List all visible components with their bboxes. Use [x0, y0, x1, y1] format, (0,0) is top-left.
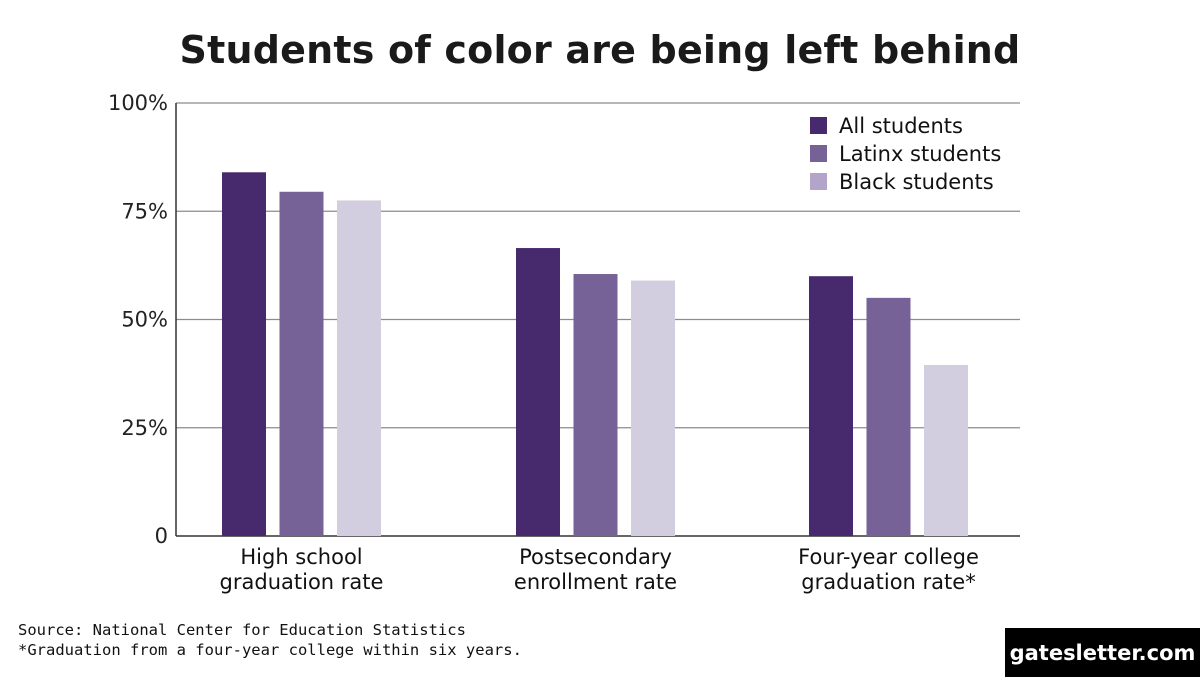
x-tick-label: High school graduation rate: [220, 545, 384, 594]
footnote: *Graduation from a four-year college wit…: [18, 641, 522, 659]
bar-black-students-0: [337, 200, 381, 537]
y-tick-label: 50%: [121, 308, 168, 332]
legend-label: All students: [839, 114, 963, 138]
chart-title: Students of color are being left behind: [179, 28, 1021, 72]
legend-swatch: [810, 145, 827, 162]
bar-all-students-0: [222, 172, 266, 536]
x-tick-label-line: Postsecondary: [519, 545, 672, 569]
y-tick-label: 100%: [108, 91, 168, 115]
bar-black-students-1: [631, 280, 675, 536]
bar-all-students-1: [516, 248, 560, 536]
legend-label: Latinx students: [839, 142, 1001, 166]
bar-black-students-2: [924, 364, 968, 536]
bar-all-students-2: [809, 276, 853, 536]
legend-label: Black students: [839, 170, 994, 194]
brand-badge[interactable]: gatesletter.com: [1005, 628, 1200, 677]
x-tick-label-line: High school: [240, 545, 362, 569]
bar-latinx-students-2: [866, 297, 911, 536]
y-tick-label: 0: [155, 524, 168, 548]
bar-latinx-students-1: [573, 274, 618, 536]
y-tick-label: 75%: [121, 199, 168, 223]
legend-swatch: [810, 117, 827, 134]
y-tick-label: 25%: [121, 416, 168, 440]
x-tick-label-line: graduation rate*: [801, 570, 975, 594]
x-tick-label-line: graduation rate: [220, 570, 384, 594]
x-tick-label-line: enrollment rate: [514, 570, 677, 594]
bar-latinx-students-0: [279, 191, 324, 536]
x-tick-label: Postsecondary enrollment rate: [514, 545, 677, 594]
x-tick-label-line: Four-year college: [798, 545, 979, 569]
source-notes: Source: National Center for Education St…: [18, 620, 522, 660]
legend-swatch: [810, 173, 827, 190]
x-tick-label: Four-year college graduation rate*: [798, 545, 979, 594]
source-note: Source: National Center for Education St…: [18, 621, 466, 639]
